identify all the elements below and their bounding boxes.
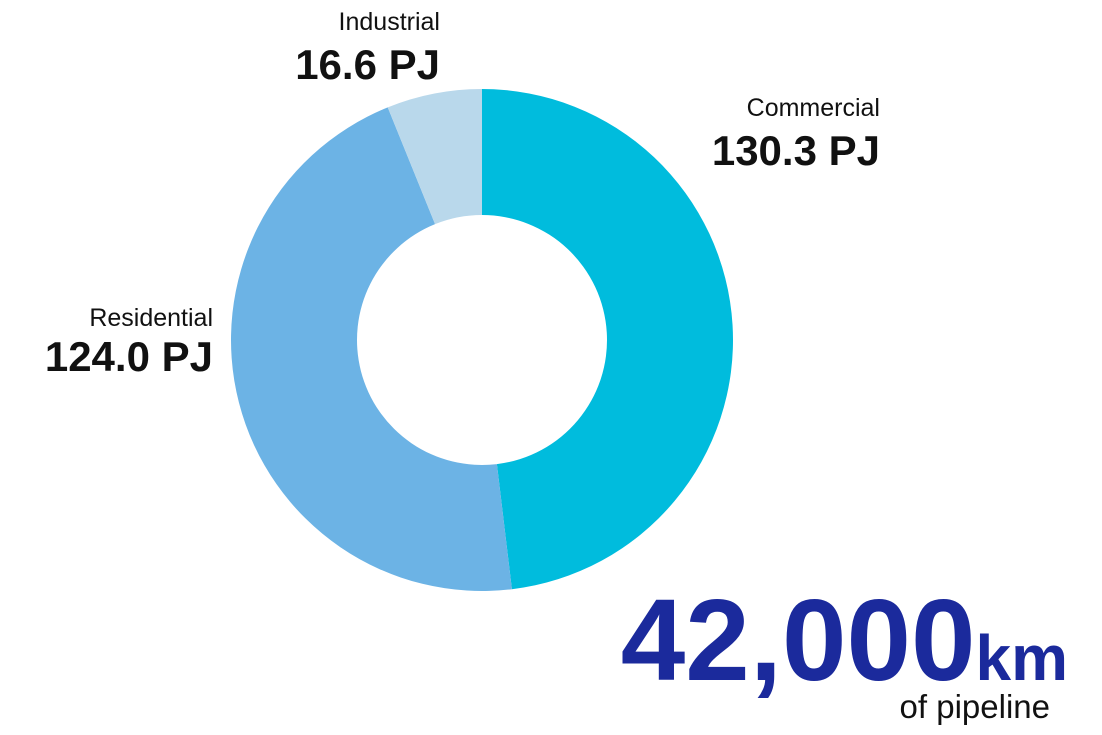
slice-value: 130.3 PJ xyxy=(712,127,880,174)
slice-value: 124.0 PJ xyxy=(45,333,213,380)
donut-slice xyxy=(387,89,482,225)
donut-slice xyxy=(230,107,512,592)
donut-slice xyxy=(482,88,734,590)
callout: 42,000km xyxy=(621,575,1068,705)
callout-caption: of pipeline xyxy=(900,688,1050,725)
slice-label: Commercial xyxy=(747,94,880,122)
callout-number: 42,000 xyxy=(621,575,976,705)
slice-value: 16.6 PJ xyxy=(295,41,440,88)
slice-label: Industrial xyxy=(339,8,440,36)
slice-label: Residential xyxy=(89,304,213,332)
callout-unit: km xyxy=(976,622,1069,694)
